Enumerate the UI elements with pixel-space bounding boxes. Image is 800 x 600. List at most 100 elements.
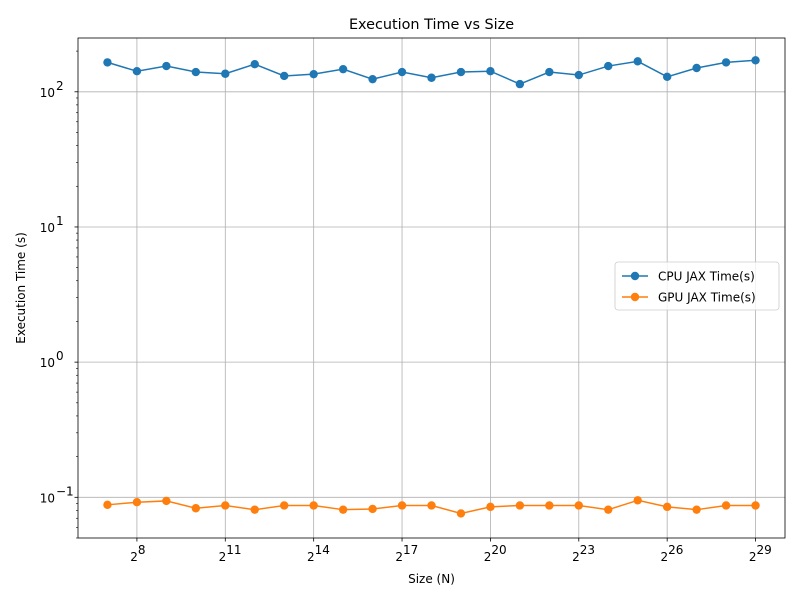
data-point [338,64,348,74]
data-point [633,57,642,66]
data-point [456,67,466,77]
data-point [427,501,436,510]
data-point [280,501,289,510]
legend-box [614,261,780,311]
data-point [132,498,142,507]
data-point [751,501,760,510]
chart-title: Execution Time vs Size [349,17,514,33]
data-point [162,496,171,506]
legend: CPU JAX Time(s) GPU JAX Time(s) [614,261,780,311]
series-gpu [103,496,760,518]
data-point [132,67,142,76]
data-point [191,504,201,513]
data-point [721,501,731,510]
data-point [250,59,259,69]
data-point [162,61,171,71]
x-tick-exponent: 17 [403,543,418,557]
x-tick-exponent: 29 [757,543,772,557]
x-tick-label: 2 29 [749,543,772,564]
y-tick-base: 10 [40,221,55,235]
y-tick-label: 10 −1 [40,484,74,505]
x-tick-base: 2 [395,550,403,564]
y-tick-base: 10 [40,491,55,505]
data-point [280,71,289,81]
x-tick-label: 2 26 [661,543,684,564]
plot-frame [77,37,786,539]
data-point [486,502,495,512]
y-tick-exponent: 0 [56,349,64,363]
y-tick-label: 10 0 [40,349,64,370]
data-point [662,502,672,512]
x-tick-label: 2 20 [484,543,507,564]
data-point [486,67,495,76]
x-tick-label: 2 23 [572,543,595,564]
data-point [397,67,407,77]
x-tick-base: 2 [572,550,580,564]
x-tick-base: 2 [307,550,315,564]
data-point [191,67,201,77]
data-point [456,509,466,518]
y-tick-label: 10 2 [40,79,64,100]
y-tick-base: 10 [40,86,55,100]
y-tick-exponent: 1 [56,214,64,228]
data-point [574,501,583,510]
legend-label: CPU JAX Time(s) [658,270,755,284]
y-tick-exponent: −1 [56,484,74,498]
legend-label: GPU JAX Time(s) [658,291,756,305]
x-tick-label: 2 11 [219,543,242,564]
y-tick-exponent: 2 [56,79,64,93]
data-point [545,67,554,77]
legend-item: GPU JAX Time(s) [622,291,756,305]
x-tick-exponent: 26 [668,543,683,557]
data-point [103,500,112,510]
y-tick-label: 10 1 [40,214,64,235]
data-point [751,56,760,65]
data-point [515,79,525,89]
x-tick-label: 2 14 [307,543,330,564]
data-point [221,501,230,510]
y-tick-base: 10 [40,356,55,370]
data-point [574,70,583,80]
x-axis-label: Size (N) [408,572,455,586]
data-point [692,505,701,514]
legend-marker [630,292,640,302]
data-point [604,505,613,514]
x-tick-base: 2 [749,550,757,564]
x-tick-label: 2 17 [395,543,418,564]
data-point [309,69,318,79]
x-axis: 2 8 2 11 2 14 2 17 2 20 2 23 2 26 2 29 [130,538,772,564]
x-tick-exponent: 14 [315,543,330,557]
series-cpu [103,56,760,89]
x-tick-base: 2 [219,550,227,564]
series-layer [103,56,760,518]
data-point [427,73,436,82]
x-tick-exponent: 8 [138,543,146,557]
data-point [662,72,672,82]
data-point [368,504,377,514]
data-point [633,496,642,505]
x-tick-exponent: 11 [226,543,241,557]
x-tick-exponent: 23 [580,543,595,557]
data-point [368,74,377,84]
data-point [221,69,230,78]
grid [78,38,785,538]
x-tick-base: 2 [661,550,669,564]
x-tick-base: 2 [130,550,138,564]
x-tick-base: 2 [484,550,492,564]
data-point [309,501,318,510]
data-point [545,501,554,510]
y-axis-label: Execution Time (s) [14,232,28,344]
data-point [250,505,259,514]
data-point [515,501,525,510]
data-point [103,58,112,67]
legend-marker [630,271,640,281]
x-tick-exponent: 20 [491,543,506,557]
data-point [721,58,731,67]
data-point [338,505,348,514]
legend-item: CPU JAX Time(s) [622,270,755,284]
data-point [397,501,407,510]
